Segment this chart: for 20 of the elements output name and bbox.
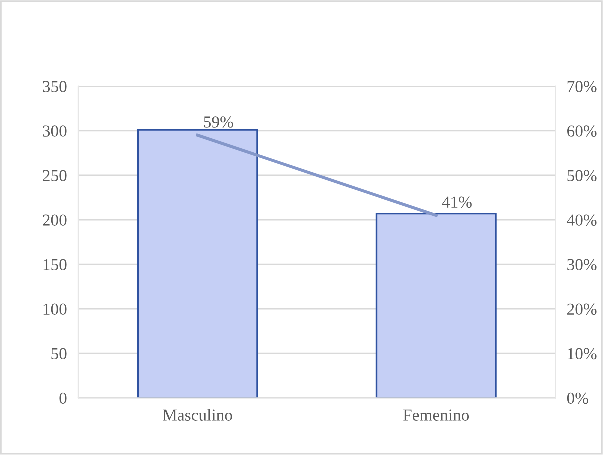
y-tick-label: 0: [60, 392, 67, 404]
y2-tick-label: 0%: [567, 392, 588, 404]
y-tick-label: 300: [43, 126, 67, 137]
y-tick-label: 50: [52, 348, 67, 360]
y-tick-label: 350: [43, 81, 67, 92]
y-tick-label: 200: [43, 214, 67, 226]
y2-tick-label: 20%: [568, 304, 597, 316]
y2-tick-label: 50%: [568, 170, 597, 182]
y2-tick-label: 60%: [568, 126, 597, 137]
data-label: 59%: [204, 116, 234, 128]
y2-tick-label: 40%: [567, 214, 597, 226]
x-tick-label: Femenino: [404, 410, 470, 421]
y2-tick-label: 10%: [568, 348, 597, 360]
y2-tick-label: 30%: [568, 259, 597, 271]
x-tick-label: Masculino: [163, 409, 232, 421]
y-tick-label: 250: [43, 170, 67, 182]
data-label: 41%: [442, 196, 472, 208]
y2-tick-label: 70%: [568, 81, 597, 92]
y-tick-label: 100: [44, 304, 67, 316]
y-tick-label: 150: [44, 259, 67, 270]
